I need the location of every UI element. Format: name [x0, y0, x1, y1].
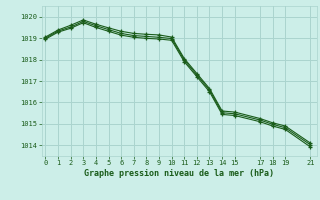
X-axis label: Graphe pression niveau de la mer (hPa): Graphe pression niveau de la mer (hPa) [84, 169, 274, 178]
